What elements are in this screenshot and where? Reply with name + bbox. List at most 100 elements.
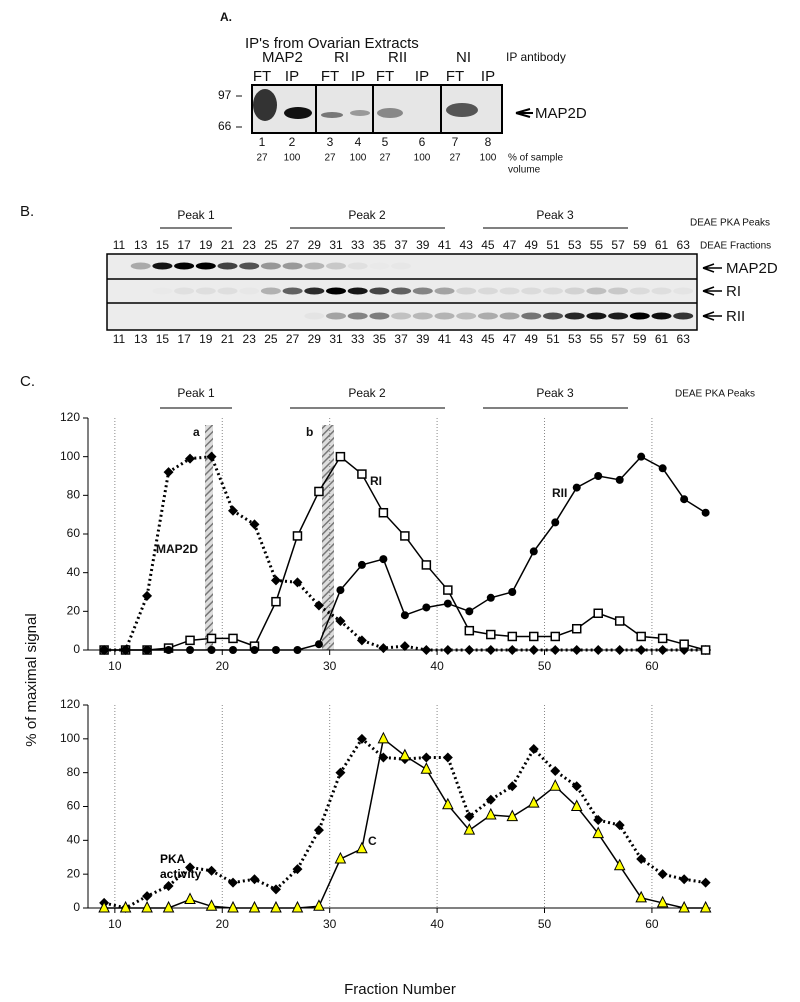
marker [400,611,409,620]
lane-labels: FT 1 27 IP 2 100 FT 3 27 IP 4 100 FT 5 27 IP 6 100 FT 7 27 IP… [253,68,497,164]
series-label: MAP2D [156,542,198,556]
marker [657,633,668,644]
fraction-label: 23 [243,238,257,252]
sample-volume: 27 [379,153,391,164]
marker [206,451,217,462]
marker [527,795,540,808]
fraction-label: 37 [394,332,408,346]
sample-volume: 27 [324,153,336,164]
y-tick-label: 20 [67,866,81,880]
antibody: RI [334,49,349,66]
marker [98,900,110,913]
lane-number: 2 [289,135,296,149]
fraction-label: 61 [655,238,669,252]
x-tick-label: 40 [430,659,444,673]
marker [636,631,646,642]
lane-label: IP [351,68,365,85]
fraction-label: 49 [525,238,539,252]
blot-band [217,262,238,270]
lane-label: FT [446,68,464,85]
marker [635,890,647,903]
blot-band [586,312,607,320]
marker [227,900,239,913]
marker [356,733,367,744]
marker [570,799,583,811]
blot-band [304,287,325,295]
row-label: MAP2D [726,260,778,277]
fraction-label: 17 [177,332,191,346]
blot-band [608,263,628,270]
marker [550,645,561,655]
marker [162,900,175,913]
volume-caption: % of sample [508,153,563,164]
blot-band [673,312,694,320]
fraction-label: 11 [113,238,126,252]
marker [313,899,325,911]
blot-band [109,288,129,295]
lane-number: 6 [419,135,426,149]
row-label: RII [726,308,745,325]
fraction-label: 31 [329,238,343,252]
blot-band [174,313,194,320]
blot-band [629,287,650,295]
blot-band [521,263,541,270]
x-tick-label: 40 [430,917,444,931]
sample-volume: 100 [284,153,301,164]
y-tick-label: 80 [67,765,81,779]
marker [228,505,239,516]
y-tick-label: 120 [60,697,80,711]
sample-volume: 100 [414,153,431,164]
marker [141,900,153,913]
marker [314,486,324,497]
blot-band [412,287,433,295]
fraction-label: 33 [351,238,365,252]
marker [699,900,712,913]
peaks-caption: DEAE PKA Peaks [675,389,755,400]
lane-number: 5 [382,135,389,149]
blot-band [196,313,216,320]
marker [313,825,324,836]
fraction-label: 63 [677,238,691,252]
charts: 0 20 40 60 80 100 120 10 20 30 40 50 60 0 20 40 60 80 100 1… [60,410,712,931]
blot-band [500,263,520,270]
fraction-label: 45 [481,332,495,346]
peak-label: Peak 3 [536,386,574,400]
blot-band [239,262,260,270]
marker [486,629,496,640]
blot-band [131,313,151,320]
marker [528,645,539,655]
blot-band [304,262,325,270]
peak-label: Peak 1 [177,208,215,222]
x-tick-label: 20 [216,917,230,931]
blot-band [369,287,390,295]
fractions-caption: DEAE Fractions [700,241,771,252]
blot-band [456,263,476,270]
marker [142,590,153,601]
fraction-label: 43 [460,332,474,346]
marker-label: 97 [218,88,232,102]
lane-label: FT [376,68,394,85]
marker [357,560,366,569]
blot-band [586,263,606,270]
marker [656,895,669,908]
marker [293,646,302,654]
x-tick-label: 50 [538,659,552,673]
blot-band [608,287,629,295]
marker [185,862,196,873]
antibody: RII [388,49,407,66]
lane-label: IP [285,68,299,85]
blot-band [347,262,368,270]
marker [508,588,517,596]
blot-band [499,312,520,320]
blot-band [152,262,173,270]
marker [571,781,582,792]
marker [442,752,453,763]
row-label: RI [726,283,741,300]
marker [270,900,282,913]
sample-volume: 27 [256,153,268,164]
y-tick-label: 60 [67,799,81,813]
fraction-label: 57 [611,332,625,346]
marker [206,633,217,644]
fraction-label: 13 [134,332,148,346]
